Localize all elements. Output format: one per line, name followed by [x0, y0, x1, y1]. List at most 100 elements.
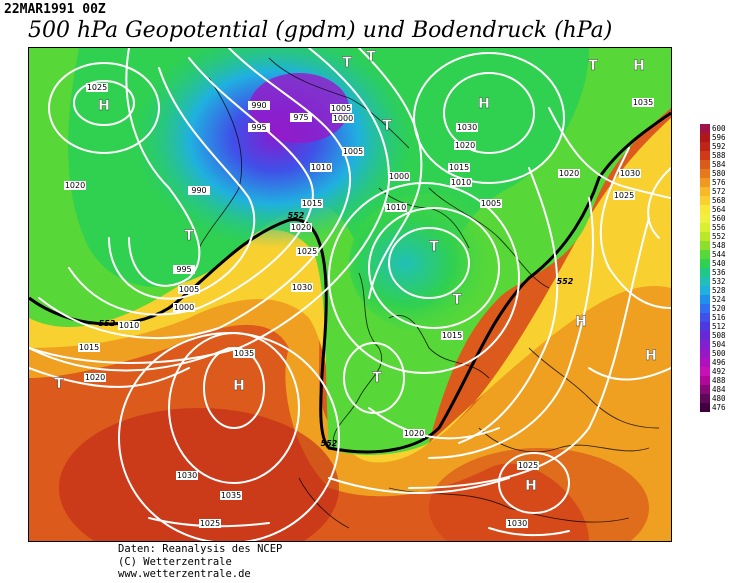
svg-text:1005: 1005	[343, 147, 363, 156]
legend-swatch	[700, 304, 710, 313]
low-pressure-marker: T	[588, 58, 598, 74]
legend-swatch	[700, 223, 710, 232]
southwest-high-core	[59, 408, 339, 541]
isobar-label: 1030	[456, 123, 478, 132]
legend-level-label: 480	[712, 394, 726, 403]
isobar-label: 1015	[301, 199, 323, 208]
svg-text:1010: 1010	[311, 163, 331, 172]
low-pressure-marker: T	[429, 239, 439, 255]
svg-text:1005: 1005	[179, 285, 199, 294]
legend-swatch	[700, 124, 710, 133]
credit-website: www.wetterzentrale.de	[118, 568, 251, 580]
legend-swatch	[700, 385, 710, 394]
svg-text:1030: 1030	[507, 519, 527, 528]
legend-level-label: 484	[712, 385, 726, 394]
legend-swatch	[700, 241, 710, 250]
isobar-label: 1025	[613, 191, 635, 200]
legend-swatch	[700, 169, 710, 178]
isobar-label: 1030	[506, 519, 528, 528]
coastlines	[198, 57, 660, 529]
legend-swatch	[700, 178, 710, 187]
isobar-label: 1020	[558, 169, 580, 178]
low-pressure-marker: T	[366, 49, 376, 65]
map-title: 500 hPa Geopotential (gpdm) und Bodendru…	[28, 18, 613, 43]
high-pressure-marker: H	[575, 314, 587, 330]
svg-text:1020: 1020	[559, 169, 579, 178]
legend-swatch	[700, 313, 710, 322]
svg-text:1000: 1000	[174, 303, 194, 312]
high-pressure-marker: H	[525, 478, 537, 494]
legend-level-label: 520	[712, 304, 726, 313]
svg-text:1025: 1025	[614, 191, 634, 200]
legend-level-label: 540	[712, 259, 726, 268]
low-pressure-marker: T	[382, 118, 392, 134]
svg-text:1020: 1020	[404, 429, 424, 438]
svg-text:995: 995	[176, 265, 191, 274]
isobar-label: 1005	[342, 147, 364, 156]
legend-level-label: 548	[712, 241, 726, 250]
isobar-label: 990	[188, 186, 210, 195]
isobar-label: 975	[290, 113, 312, 122]
svg-text:975: 975	[293, 113, 308, 122]
svg-text:1015: 1015	[79, 343, 99, 352]
east-low-core	[349, 193, 509, 333]
legend-level-labels: 600 596 592 588 584 580 576 572 568 564 560 556 552 5…	[712, 124, 726, 412]
isobar-label: 1015	[441, 331, 463, 340]
svg-text:1030: 1030	[177, 471, 197, 480]
low-pressure-marker: T	[372, 370, 382, 386]
svg-text:1020: 1020	[85, 373, 105, 382]
legend-level-label: 576	[712, 178, 726, 187]
legend-level-label: 496	[712, 358, 726, 367]
legend-swatch	[700, 394, 710, 403]
legend-swatch	[700, 331, 710, 340]
legend-swatch	[700, 286, 710, 295]
low-pressure-marker: T	[452, 292, 462, 308]
svg-text:995: 995	[251, 123, 266, 132]
svg-text:1025: 1025	[297, 247, 317, 256]
credit-copyright: (C) Wetterzentrale	[118, 555, 232, 568]
legend-swatch	[700, 259, 710, 268]
gpdm-labels: 552 552 552 552	[99, 211, 574, 448]
legend-level-label: 476	[712, 403, 726, 412]
svg-text:1000: 1000	[333, 114, 353, 123]
svg-text:1025: 1025	[518, 461, 538, 470]
isobar-label: 1035	[632, 98, 654, 107]
south-high-core	[429, 448, 649, 541]
svg-text:1005: 1005	[481, 199, 501, 208]
legend-swatch	[700, 196, 710, 205]
gpdm-552-label: 552	[99, 319, 116, 328]
legend-swatch	[700, 358, 710, 367]
isobar-label: 1020	[290, 223, 312, 232]
isobar-label: 1025	[199, 519, 221, 528]
isobar-label: 1030	[291, 283, 313, 292]
legend-swatch	[700, 205, 710, 214]
isobar-label: 1020	[84, 373, 106, 382]
high-pressure-marker: H	[98, 98, 110, 114]
svg-text:1030: 1030	[457, 123, 477, 132]
gpdm-552-label: 552	[288, 211, 305, 220]
legend-level-label: 600	[712, 124, 726, 133]
isobar-label: 990	[248, 101, 270, 110]
legend-level-label: 552	[712, 232, 726, 241]
legend-swatch	[700, 367, 710, 376]
credits: Daten: Reanalysis des NCEP (C) Wetterzen…	[118, 543, 282, 581]
gpdm-552-label: 552	[321, 439, 338, 448]
legend-level-label: 508	[712, 331, 726, 340]
pressure-labels: 1025 1020 1005 1000 995 990 975 1010 1015 1020 102…	[64, 83, 654, 528]
credit-data-source: Daten: Reanalysis des NCEP	[118, 543, 283, 555]
isobar-label: 1020	[454, 141, 476, 150]
isobar-label: 1010	[118, 321, 140, 330]
legend-color-scale	[700, 124, 710, 412]
legend-swatch	[700, 250, 710, 259]
svg-text:1010: 1010	[119, 321, 139, 330]
high-pressure-marker: H	[233, 378, 245, 394]
legend-swatch	[700, 403, 710, 412]
isobar-label: 1010	[385, 203, 407, 212]
weather-map: 1025 1020 1005 1000 995 990 975 1010 1015 1020 102…	[28, 47, 672, 542]
isobar-label: 1015	[78, 343, 100, 352]
legend-swatch	[700, 277, 710, 286]
isobar-label: 1005	[480, 199, 502, 208]
legend-level-label: 528	[712, 286, 726, 295]
isobar-label: 1020	[403, 429, 425, 438]
